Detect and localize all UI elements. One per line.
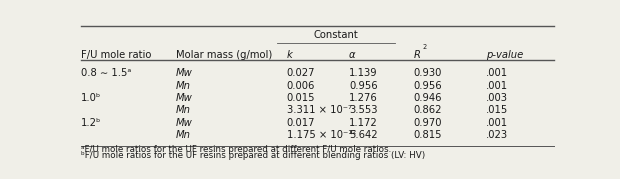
- Text: .003: .003: [486, 93, 508, 103]
- Text: Mn: Mn: [176, 105, 191, 115]
- Text: Molar mass (g/mol): Molar mass (g/mol): [176, 50, 272, 60]
- Text: ᵇF/U mole ratios for the UF resins prepared at different blending ratios (LV: HV: ᵇF/U mole ratios for the UF resins prepa…: [81, 151, 425, 160]
- Text: 0.017: 0.017: [286, 118, 315, 128]
- Text: Mw: Mw: [176, 93, 193, 103]
- Text: 3.553: 3.553: [349, 105, 378, 115]
- Text: 0.862: 0.862: [414, 105, 442, 115]
- Text: 0.027: 0.027: [286, 68, 315, 78]
- Text: .001: .001: [486, 68, 508, 78]
- Text: 0.970: 0.970: [414, 118, 442, 128]
- Text: α: α: [349, 50, 356, 60]
- Text: 0.946: 0.946: [414, 93, 442, 103]
- Text: 1.175 × 10⁻¹²: 1.175 × 10⁻¹²: [286, 130, 356, 140]
- Text: 0.015: 0.015: [286, 93, 315, 103]
- Text: Mw: Mw: [176, 68, 193, 78]
- Text: 1.139: 1.139: [349, 68, 378, 78]
- Text: 0.956: 0.956: [414, 81, 443, 91]
- Text: 0.956: 0.956: [349, 81, 378, 91]
- Text: .001: .001: [486, 81, 508, 91]
- Text: 5.642: 5.642: [349, 130, 378, 140]
- Text: 1.0ᵇ: 1.0ᵇ: [81, 93, 102, 103]
- Text: R: R: [414, 50, 421, 60]
- Text: 1.2ᵇ: 1.2ᵇ: [81, 118, 102, 128]
- Text: p-value: p-value: [486, 50, 523, 60]
- Text: Mw: Mw: [176, 118, 193, 128]
- Text: .023: .023: [486, 130, 508, 140]
- Text: .001: .001: [486, 118, 508, 128]
- Text: Mn: Mn: [176, 130, 191, 140]
- Text: Mn: Mn: [176, 81, 191, 91]
- Text: 1.172: 1.172: [349, 118, 378, 128]
- Text: .015: .015: [486, 105, 508, 115]
- Text: ᵃF/U mole ratios for the UF resins prepared at different F/U mole ratios.: ᵃF/U mole ratios for the UF resins prepa…: [81, 145, 392, 154]
- Text: Constant: Constant: [313, 30, 358, 40]
- Text: k: k: [286, 50, 292, 60]
- Text: 2: 2: [422, 44, 427, 50]
- Text: 0.815: 0.815: [414, 130, 442, 140]
- Text: 1.276: 1.276: [349, 93, 378, 103]
- Text: 0.930: 0.930: [414, 68, 442, 78]
- Text: 3.311 × 10⁻⁷: 3.311 × 10⁻⁷: [286, 105, 352, 115]
- Text: F/U mole ratio: F/U mole ratio: [81, 50, 152, 60]
- Text: 0.8 ∼ 1.5ᵃ: 0.8 ∼ 1.5ᵃ: [81, 68, 131, 78]
- Text: 0.006: 0.006: [286, 81, 315, 91]
